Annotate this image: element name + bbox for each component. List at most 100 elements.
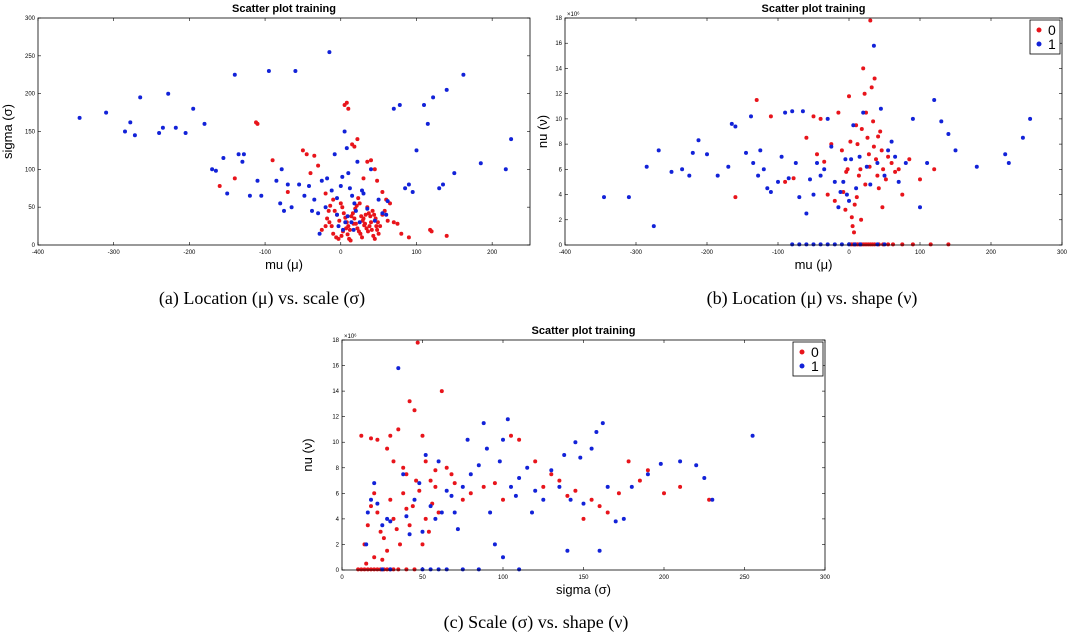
data-point-class-1	[797, 195, 802, 200]
data-point-class-1	[658, 461, 663, 466]
data-point-class-0	[366, 229, 370, 234]
data-point-class-1	[397, 103, 402, 107]
y-tick-label: 12	[332, 415, 339, 421]
data-point-class-1	[804, 242, 809, 247]
y-tick-label: 150	[25, 130, 36, 136]
x-axis-label: mu (μ)	[795, 257, 833, 272]
data-point-class-1	[353, 208, 358, 213]
data-point-class-1	[779, 154, 784, 159]
data-point-class-1	[478, 161, 483, 166]
data-point-class-1	[77, 115, 82, 120]
data-point-class-1	[578, 455, 583, 460]
data-point-class-1	[380, 567, 385, 572]
data-point-class-1	[765, 186, 770, 191]
data-point-class-1	[651, 224, 656, 229]
data-point-class-1	[274, 178, 279, 183]
data-point-class-0	[889, 161, 894, 165]
data-point-class-1	[259, 193, 264, 198]
data-point-class-1	[360, 188, 364, 193]
data-point-class-1	[825, 116, 830, 121]
data-point-class-0	[871, 119, 876, 124]
data-point-class-0	[346, 106, 351, 111]
data-point-class-0	[339, 233, 344, 238]
data-point-class-0	[900, 192, 905, 197]
data-point-class-1	[875, 161, 880, 165]
data-point-class-1	[369, 497, 373, 502]
data-point-class-1	[786, 176, 791, 181]
data-point-class-1	[307, 184, 311, 188]
data-point-class-1	[705, 152, 709, 157]
data-point-class-1	[790, 109, 795, 114]
data-point-class-0	[372, 212, 377, 217]
data-point-class-0	[375, 437, 380, 442]
data-point-class-0	[678, 484, 683, 489]
data-point-class-1	[452, 171, 457, 176]
data-point-class-1	[345, 214, 350, 219]
data-point-class-1	[428, 567, 433, 572]
data-point-class-1	[364, 542, 369, 547]
data-point-class-0	[385, 218, 390, 223]
data-point-class-0	[340, 205, 345, 210]
data-point-class-1	[255, 178, 260, 183]
data-point-class-1	[581, 501, 586, 506]
data-point-class-1	[431, 95, 436, 100]
data-point-class-0	[378, 224, 383, 229]
data-point-class-0	[867, 164, 872, 169]
x-tick-label: 100	[915, 250, 926, 256]
x-tick-label: 100	[498, 575, 509, 581]
data-point-class-1	[460, 567, 465, 572]
data-point-class-1	[433, 516, 438, 521]
data-point-class-1	[1003, 152, 1008, 157]
data-point-class-1	[401, 472, 406, 477]
data-point-class-0	[850, 224, 855, 229]
data-point-class-1	[832, 179, 837, 184]
data-point-class-1	[352, 201, 357, 206]
data-point-class-0	[304, 152, 309, 157]
data-point-class-0	[880, 205, 885, 210]
data-point-class-0	[876, 134, 881, 139]
data-point-class-0	[376, 231, 381, 236]
data-point-class-1	[839, 242, 844, 247]
data-point-class-1	[173, 125, 178, 130]
caption-a: (a) Location (μ) vs. scale (σ)	[158, 288, 366, 308]
data-point-class-0	[381, 536, 386, 541]
data-point-class-0	[375, 567, 380, 572]
y-tick-label: 14	[555, 66, 562, 72]
data-point-class-1	[361, 191, 366, 196]
data-point-class-1	[437, 186, 442, 191]
y-exponent-label: ×10⁶	[567, 11, 580, 18]
x-tick-label: 200	[487, 250, 498, 256]
data-point-class-1	[939, 119, 944, 124]
data-point-class-0	[385, 446, 390, 451]
data-point-class-1	[347, 186, 352, 191]
data-point-class-0	[557, 478, 562, 483]
data-point-class-1	[811, 242, 816, 247]
data-point-class-1	[932, 98, 937, 102]
data-point-class-0	[407, 399, 412, 404]
x-tick-label: 300	[1057, 250, 1068, 256]
data-point-class-1	[694, 463, 699, 468]
data-point-class-1	[946, 132, 951, 136]
data-point-class-1	[282, 208, 286, 213]
data-point-class-1	[509, 137, 514, 142]
data-point-class-1	[407, 532, 412, 537]
data-point-class-1	[391, 106, 396, 111]
y-tick-label: 6	[559, 167, 563, 173]
data-point-class-0	[391, 220, 396, 225]
data-point-class-0	[341, 211, 346, 216]
data-point-class-0	[849, 215, 854, 220]
data-point-class-1	[751, 161, 756, 165]
data-point-class-1	[210, 167, 215, 172]
data-point-class-0	[325, 216, 330, 221]
data-point-class-0	[871, 144, 876, 149]
data-point-class-0	[492, 481, 497, 486]
data-point-class-1	[629, 484, 634, 489]
data-point-class-1	[626, 195, 631, 200]
y-tick-label: 10	[332, 440, 339, 446]
data-point-class-1	[849, 157, 854, 162]
data-point-class-1	[836, 205, 841, 210]
data-point-class-1	[365, 510, 370, 515]
data-point-class-1	[903, 161, 908, 165]
data-point-class-0	[423, 516, 428, 521]
data-point-class-1	[461, 72, 466, 77]
